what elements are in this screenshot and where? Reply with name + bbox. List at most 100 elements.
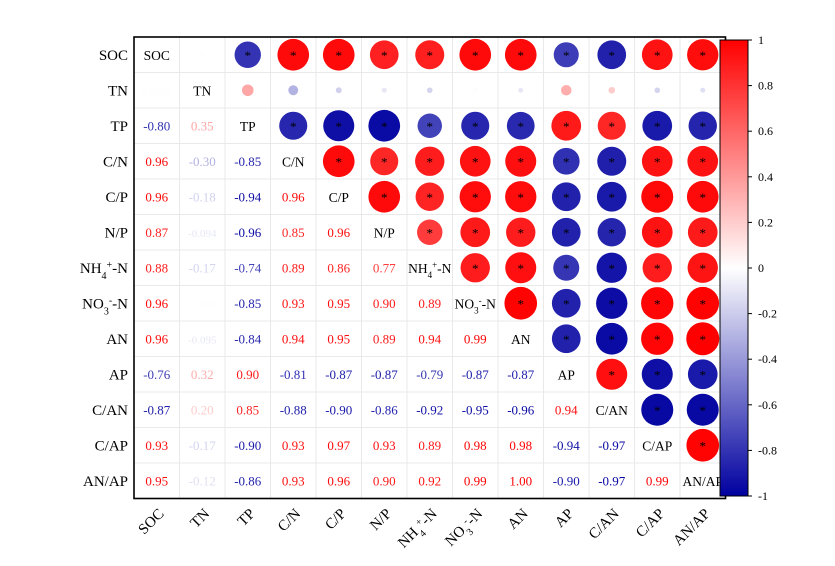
correlation-circle — [279, 111, 308, 140]
column-label: C/P — [322, 506, 349, 533]
correlation-value: 0.90 — [373, 473, 396, 488]
correlation-value: 0.94 — [418, 331, 441, 346]
significance-marker: * — [609, 261, 616, 276]
significance-marker: * — [609, 154, 616, 169]
diagonal-label: AP — [558, 367, 575, 382]
correlation-value: -0.87 — [462, 367, 490, 382]
correlation-value: -0.94 — [553, 438, 581, 453]
correlation-circle — [551, 110, 582, 141]
significance-marker: * — [654, 403, 661, 418]
correlation-circle — [596, 287, 628, 319]
correlation-circle — [504, 286, 538, 320]
correlation-value: -0.87 — [143, 402, 171, 417]
significance-marker: * — [472, 261, 479, 276]
correlation-value: -0.87 — [507, 367, 535, 382]
significance-marker: * — [336, 119, 343, 134]
correlation-value: -0.96 — [507, 402, 535, 417]
significance-marker: * — [518, 296, 525, 311]
correlation-value: 0.96 — [145, 331, 168, 346]
correlation-value: -0.17 — [189, 260, 217, 275]
correlation-value: 0.20 — [191, 402, 214, 417]
correlation-circle — [686, 286, 720, 320]
correlation-value: 0.85 — [236, 402, 259, 417]
correlation-circle — [687, 217, 718, 248]
correlation-circle — [641, 216, 673, 248]
correlation-value: -0.009 — [188, 299, 217, 311]
correlation-circle — [426, 87, 433, 94]
correlation-value: 0.86 — [327, 260, 350, 275]
correlation-value: 0.32 — [191, 367, 214, 382]
correlation-value: 0.95 — [327, 331, 350, 346]
correlation-value: 0.85 — [282, 225, 305, 240]
colorbar-tick-label: -0.2 — [758, 307, 777, 321]
correlation-circle — [241, 84, 254, 97]
correlation-circle — [335, 87, 342, 94]
correlation-value: 0.99 — [464, 331, 487, 346]
significance-marker: * — [381, 154, 388, 169]
correlation-value: 0.77 — [373, 260, 396, 275]
correlation-circle — [505, 181, 537, 213]
correlation-value: 0.88 — [145, 260, 168, 275]
correlation-circle — [688, 111, 717, 140]
correlation-value: -0.80 — [143, 118, 170, 133]
correlation-circle — [459, 38, 492, 71]
correlation-value: 0.93 — [282, 296, 305, 311]
row-label: TN — [108, 83, 128, 99]
correlation-value: -0.90 — [325, 402, 352, 417]
correlation-value: 0.94 — [555, 402, 578, 417]
correlation-value: -0.74 — [234, 260, 262, 275]
correlation-circle — [415, 182, 444, 211]
correlation-value: 0.96 — [282, 189, 305, 204]
significance-marker: * — [700, 154, 707, 169]
correlation-value: 0.98 — [464, 438, 487, 453]
correlation-circle — [518, 87, 524, 93]
correlation-circle — [369, 40, 399, 70]
significance-marker: * — [700, 225, 707, 240]
diagonal-label: TN — [193, 83, 211, 98]
diagonal-label: C/AN — [596, 403, 629, 418]
column-label: AP — [552, 506, 577, 531]
correlation-circle — [277, 38, 310, 71]
significance-marker: * — [563, 48, 570, 63]
significance-marker: * — [563, 119, 570, 134]
significance-marker: * — [609, 190, 616, 205]
correlation-value: -0.88 — [280, 402, 307, 417]
colorbar-tick-label: 0.8 — [758, 79, 773, 93]
column-label: NO3--N — [441, 505, 489, 553]
correlation-value: -0.81 — [280, 367, 307, 382]
column-label: SOC — [136, 506, 168, 538]
significance-marker: * — [700, 403, 707, 418]
correlation-circle — [415, 40, 445, 70]
correlation-value: -0.76 — [143, 367, 171, 382]
correlation-value: 0.95 — [327, 296, 350, 311]
correlation-circle — [234, 41, 261, 68]
significance-marker: * — [427, 154, 434, 169]
colorbar-ticks: 1 0.8 0.6 0.4 0.2 0 -0.2 -0.4 -0.6 -0.8 -1 — [748, 33, 777, 503]
correlation-circle — [504, 38, 537, 71]
row-label: C/P — [105, 190, 128, 206]
correlation-circle — [596, 252, 627, 283]
significance-marker: * — [609, 332, 616, 347]
correlation-value: 0.96 — [327, 225, 350, 240]
correlation-value: 0.87 — [145, 225, 168, 240]
correlation-circle — [642, 110, 673, 141]
colorbar-tick-label: 0.6 — [758, 124, 773, 138]
row-label: NH4+-N — [80, 259, 128, 281]
correlation-circle — [322, 145, 355, 178]
significance-marker: * — [700, 119, 707, 134]
correlation-value: -0.97 — [598, 473, 626, 488]
significance-marker: * — [563, 190, 570, 205]
correlation-circle — [641, 358, 673, 390]
colorbar-tick-label: 0.2 — [758, 215, 773, 229]
correlation-cells: SOC * * * * * * * * * * * 0.0085 TN -0.80 0.35 TP * * * * * * *… — [142, 38, 723, 489]
significance-marker: * — [563, 332, 570, 347]
correlation-value: -0.90 — [553, 473, 580, 488]
correlation-circle — [551, 324, 581, 354]
correlation-circle — [641, 145, 673, 177]
correlation-value: 0.94 — [282, 331, 305, 346]
correlation-circle — [505, 145, 537, 177]
significance-marker: * — [700, 367, 707, 382]
correlation-value: -0.90 — [234, 438, 261, 453]
correlation-value: -0.86 — [234, 473, 262, 488]
